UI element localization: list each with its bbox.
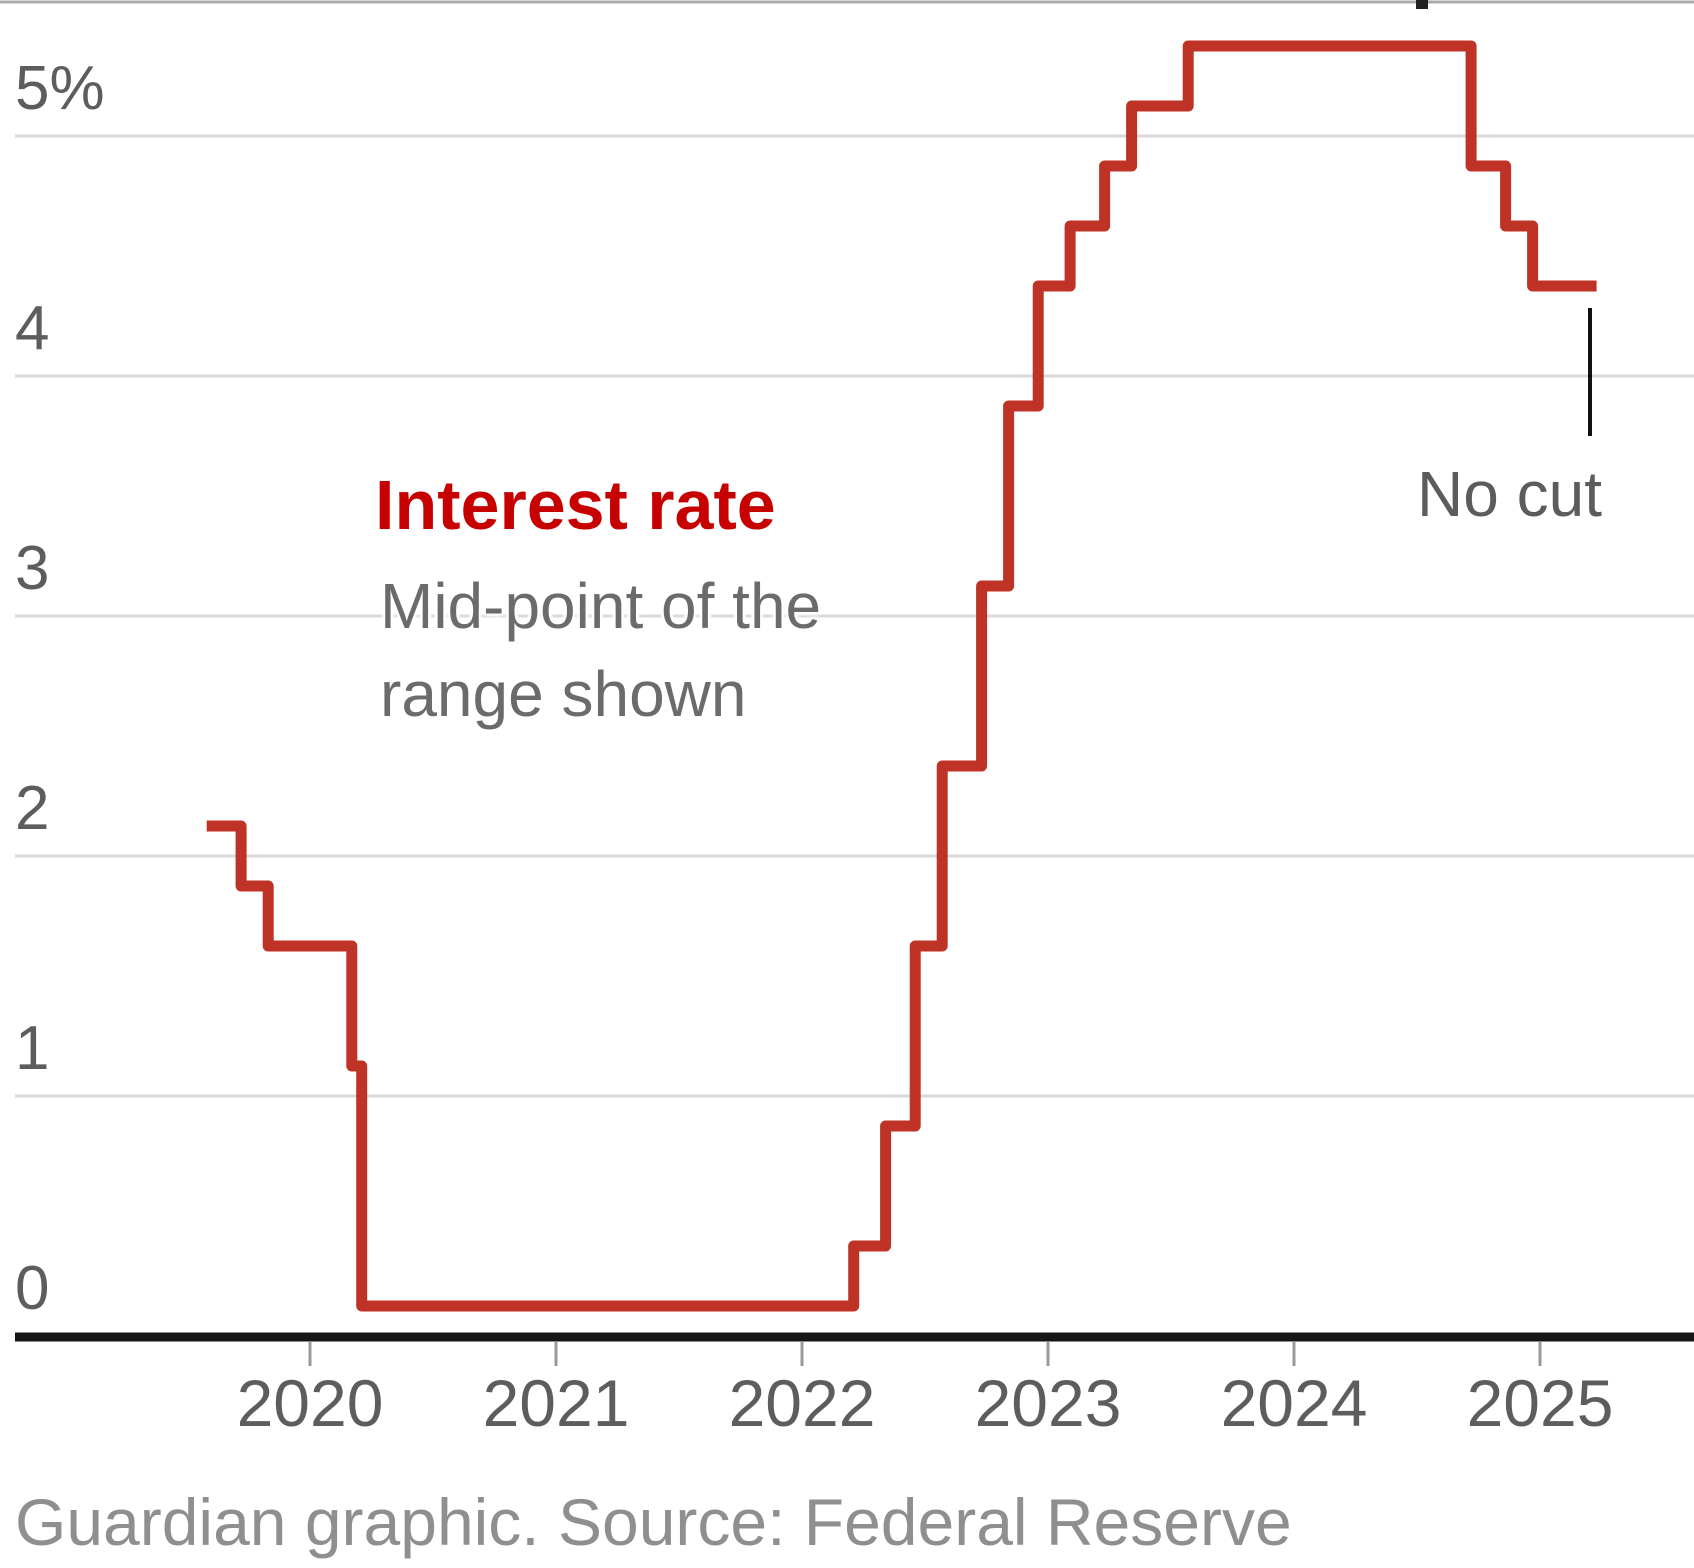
x-axis-tick-label: 2025	[1466, 1366, 1614, 1440]
y-axis-label: 5%	[15, 54, 105, 123]
no-cut-annotation: No cut	[1417, 458, 1602, 530]
series-subtitle-line1: Mid-point of the	[380, 570, 822, 642]
series-title: Interest rate	[375, 466, 776, 544]
source-credit: Guardian graphic. Source: Federal Reserv…	[15, 1485, 1292, 1559]
x-axis-tick-label: 2021	[482, 1366, 630, 1440]
y-axis-label: 4	[15, 294, 50, 363]
x-axis-tick-label: 2023	[974, 1366, 1122, 1440]
x-axis-tick-label: 2024	[1220, 1366, 1368, 1440]
y-axis-label: 0	[15, 1254, 50, 1323]
x-axis-tick-label: 2020	[236, 1366, 384, 1440]
y-axis-label: 2	[15, 774, 50, 843]
rate-step-line	[206, 40, 1597, 1312]
series-subtitle-line2: range shown	[380, 658, 747, 730]
y-axis-label: 1	[15, 1014, 50, 1083]
x-axis-tick-label: 2022	[728, 1366, 876, 1440]
y-axis-label: 3	[15, 534, 50, 603]
